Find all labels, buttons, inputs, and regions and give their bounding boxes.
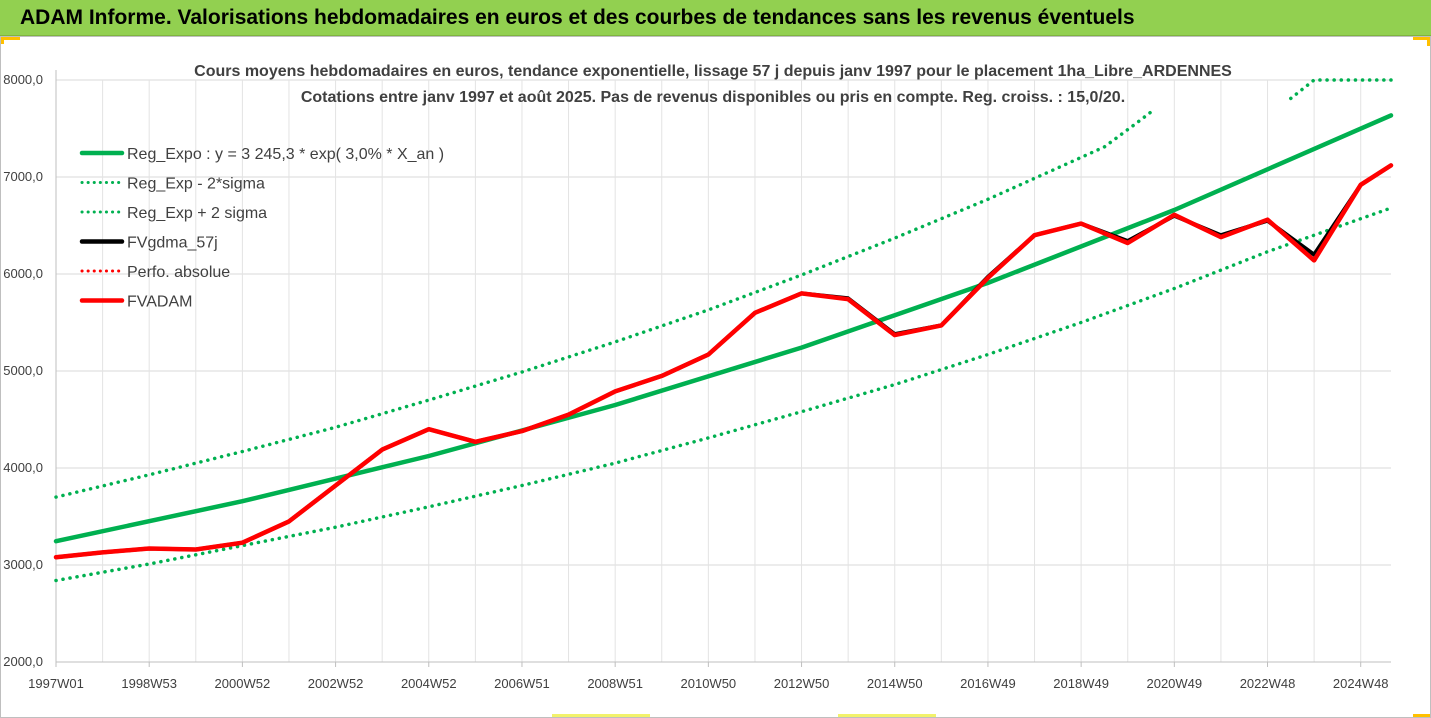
corner-marker bbox=[838, 714, 936, 718]
legend-label: Reg_Expo : y = 3 245,3 * exp( 3,0% * X_a… bbox=[127, 146, 444, 163]
x-tick-label: 2000W52 bbox=[215, 676, 271, 691]
y-tick-label: 7000,0 bbox=[3, 169, 43, 184]
series-lines bbox=[53, 78, 1394, 583]
series-line-reg-expo-y-3-245-3-exp-3-0-x-an bbox=[53, 113, 1394, 544]
banner-title: ADAM Informe. Valorisations hebdomadaire… bbox=[20, 6, 1135, 29]
legend-label: Reg_Exp - 2*sigma bbox=[127, 176, 265, 193]
corner-marker bbox=[552, 714, 650, 718]
y-tick-label: 6000,0 bbox=[3, 266, 43, 281]
x-tick-label: 2008W51 bbox=[587, 676, 643, 691]
corner-marker bbox=[1413, 714, 1431, 718]
y-tick-label: 2000,0 bbox=[3, 654, 43, 669]
x-tick-label: 1998W53 bbox=[121, 676, 177, 691]
series-line-fvadam bbox=[53, 163, 1394, 560]
y-tick-label: 3000,0 bbox=[3, 557, 43, 572]
x-tick-label: 2022W48 bbox=[1240, 676, 1296, 691]
axes: 2000,0 3000,0 4000,0 5000,0 6000,0 7000,0 8000… bbox=[3, 70, 1391, 691]
x-tick-label: 2004W52 bbox=[401, 676, 457, 691]
x-tick-label: 2024W48 bbox=[1333, 676, 1389, 691]
legend-label: Perfo. absolue bbox=[127, 264, 230, 281]
x-tick-label: 2012W50 bbox=[774, 676, 830, 691]
corner-marker bbox=[1427, 36, 1431, 46]
x-tick-label: 2010W50 bbox=[681, 676, 737, 691]
y-tick-label: 8000,0 bbox=[3, 72, 43, 87]
x-tick-label: 2016W49 bbox=[960, 676, 1016, 691]
legend-label: FVgdma_57j bbox=[127, 235, 218, 252]
y-tick-label: 4000,0 bbox=[3, 460, 43, 475]
legend-label: Reg_Exp + 2 sigma bbox=[127, 205, 267, 222]
corner-marker bbox=[1413, 36, 1431, 40]
chart-title: Cours moyens hebdomadaires en euros, ten… bbox=[194, 63, 1232, 106]
x-tick-label: 2006W51 bbox=[494, 676, 550, 691]
legend-label: FVADAM bbox=[127, 294, 192, 311]
line-chart: 2000,0 3000,0 4000,0 5000,0 6000,0 7000,0 8000… bbox=[3, 63, 1394, 691]
report-banner: ADAM Informe. Valorisations hebdomadaire… bbox=[0, 0, 1431, 36]
corner-marker bbox=[0, 36, 20, 40]
x-tick-label: 1997W01 bbox=[28, 676, 84, 691]
x-tick-label: 2020W49 bbox=[1146, 676, 1202, 691]
chart-title-line-1: Cours moyens hebdomadaires en euros, ten… bbox=[194, 63, 1232, 80]
corner-marker bbox=[0, 36, 4, 44]
chart-title-line-2: Cotations entre janv 1997 et août 2025. … bbox=[301, 89, 1125, 106]
y-tick-label: 5000,0 bbox=[3, 363, 43, 378]
series-line-reg-exp-2-sigma bbox=[54, 206, 1393, 583]
x-tick-label: 2018W49 bbox=[1053, 676, 1109, 691]
x-tick-label: 2014W50 bbox=[867, 676, 923, 691]
series-line-reg-exp-2-sigma bbox=[54, 78, 1393, 499]
x-tick-label: 2002W52 bbox=[308, 676, 364, 691]
legend: Reg_Expo : y = 3 245,3 * exp( 3,0% * X_a… bbox=[79, 146, 444, 311]
